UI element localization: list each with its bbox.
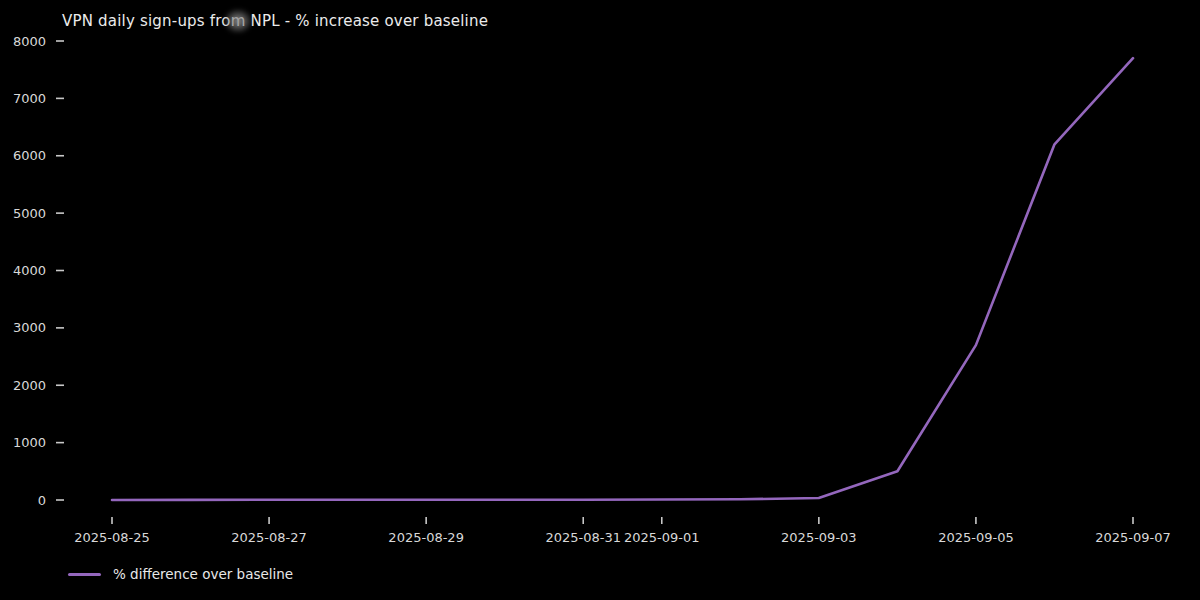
x-axis-tick-label: 2025-09-03 [781, 530, 857, 545]
x-axis-tick-label: 2025-09-05 [938, 530, 1014, 545]
y-axis-tick-label: 8000 [13, 34, 46, 49]
x-axis-tick-label: 2025-08-31 [545, 530, 621, 545]
x-axis-tick-label: 2025-09-07 [1095, 530, 1171, 545]
legend-label: % difference over baseline [113, 566, 293, 582]
legend-line-swatch [68, 573, 101, 576]
x-axis-tick-label: 2025-08-25 [74, 530, 150, 545]
y-axis-tick-label: 5000 [13, 206, 46, 221]
y-axis-tick-label: 1000 [13, 435, 46, 450]
y-axis-tick-label: 0 [38, 493, 46, 508]
y-axis-tick-label: 7000 [13, 91, 46, 106]
x-axis-tick-label: 2025-09-01 [624, 530, 700, 545]
chart-canvas: VPN daily sign-ups from NPL - % increase… [0, 0, 1200, 600]
line-plot: 0 1000 2000 3000 4000 5000 6000 7000 8000 2025-08… [0, 0, 1200, 600]
legend: % difference over baseline [68, 566, 293, 582]
x-axis-tick-label: 2025-08-27 [231, 530, 307, 545]
y-axis-tick-label: 4000 [13, 263, 46, 278]
y-axis-tick-label: 3000 [13, 320, 46, 335]
data-line [112, 58, 1133, 500]
x-axis-tick-label: 2025-08-29 [388, 530, 464, 545]
y-axis-tick-label: 2000 [13, 378, 46, 393]
y-axis-tick-label: 6000 [13, 148, 46, 163]
